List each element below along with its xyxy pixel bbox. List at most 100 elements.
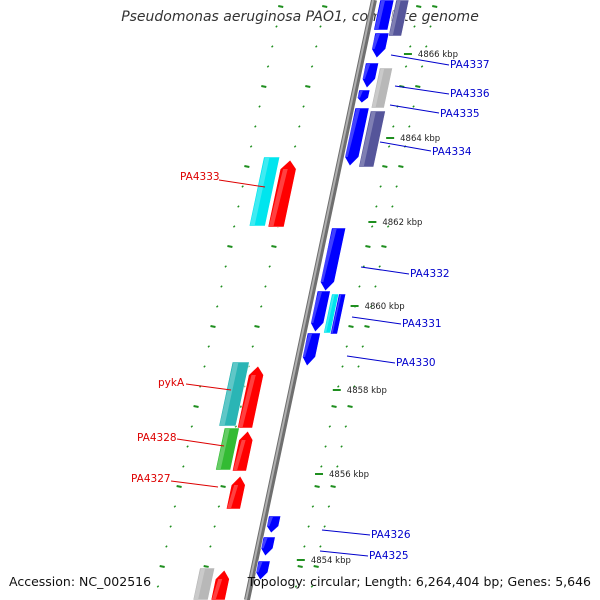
tick-dot-right xyxy=(324,445,327,448)
tick-dot-right-outer xyxy=(319,545,322,548)
tick-dot-left-inner xyxy=(203,565,209,568)
gene-pa4333-red[interactable] xyxy=(267,159,297,228)
tick-dot-right xyxy=(387,145,391,148)
gene-pa4337[interactable] xyxy=(370,32,390,59)
gene-label-right[interactable]: PA4335 xyxy=(389,104,480,120)
svg-text:PA4337: PA4337 xyxy=(450,59,490,71)
tick-dot-left xyxy=(165,545,168,548)
tick-dot-right-outer xyxy=(361,345,364,348)
tick-dot-left-inner xyxy=(322,5,328,8)
tick-dot-right-outer xyxy=(353,385,356,388)
gene-pyka-teal[interactable] xyxy=(218,361,250,427)
svg-text:PA4336: PA4336 xyxy=(450,88,490,100)
backbone xyxy=(244,0,377,600)
backbone-highlight xyxy=(245,0,374,600)
gene-top-purple[interactable] xyxy=(388,0,410,37)
gene-label-left[interactable]: PA4328 xyxy=(137,432,225,447)
tick-dot-right xyxy=(382,165,388,168)
scale-tick-label: 4854 kbp xyxy=(311,556,351,566)
svg-text:PA4335: PA4335 xyxy=(440,108,480,120)
gene-label-right[interactable]: PA4326 xyxy=(321,529,411,541)
gene-label-right[interactable]: PA4325 xyxy=(319,550,409,562)
gene-label-left[interactable]: PA4327 xyxy=(131,473,219,488)
gene-pa4331-blue-2[interactable] xyxy=(329,293,347,335)
tick-dot-left xyxy=(275,25,278,28)
gene-label-right[interactable]: PA4330 xyxy=(346,355,436,369)
gene-pa4328-green[interactable] xyxy=(215,427,240,471)
tick-dot-right-outer xyxy=(344,425,348,428)
tick-dot-right-outer xyxy=(425,45,428,48)
tick-dot-right xyxy=(297,565,303,568)
tick-dot-right xyxy=(311,505,315,508)
gene-bottom-grey[interactable] xyxy=(192,567,216,600)
gene-pa4333-cyan[interactable] xyxy=(248,156,281,227)
tick-dot-right xyxy=(307,525,310,528)
tick-dot-right-outer xyxy=(429,25,432,28)
gene-bottom-blue[interactable] xyxy=(255,560,271,581)
svg-text:pykA: pykA xyxy=(158,377,185,389)
tick-dot-right xyxy=(294,585,298,588)
gene-top-blue-1[interactable] xyxy=(373,0,395,31)
scale-tick-label: 4860 kbp xyxy=(365,302,405,312)
tick-dot-left xyxy=(193,405,199,408)
tick-dot-left-inner xyxy=(209,545,212,548)
tick-dot-left-inner xyxy=(260,305,263,308)
gene-pa4334-blue[interactable] xyxy=(343,107,370,167)
tick-dot-right-outer xyxy=(370,305,373,308)
gene-pa4332[interactable] xyxy=(319,227,347,292)
svg-text:PA4328: PA4328 xyxy=(137,432,177,444)
scale-tick-label: 4858 kbp xyxy=(347,386,387,396)
tick-dot-left-inner xyxy=(271,245,277,248)
tick-dot-left-inner xyxy=(319,25,322,28)
gene-pa4330[interactable] xyxy=(301,332,321,367)
gene-label-left[interactable]: pykA xyxy=(158,377,232,391)
gene-pa4335[interactable] xyxy=(356,89,371,104)
tick-dot-left-inner xyxy=(268,265,271,268)
gene-bottom-red[interactable] xyxy=(210,569,230,600)
tick-dot-left xyxy=(232,225,236,228)
tick-dot-right-outer xyxy=(310,585,314,588)
svg-text:PA4334: PA4334 xyxy=(432,146,472,158)
tick-dot-right xyxy=(413,25,416,28)
tick-dot-left xyxy=(207,345,210,348)
gene-label-left[interactable]: PA4333 xyxy=(180,171,266,188)
tick-dot-right-outer xyxy=(408,125,411,128)
tick-dot-right xyxy=(341,365,344,368)
scale-tick-label: 4856 kbp xyxy=(329,470,369,480)
tick-dot-right-outer xyxy=(330,485,336,488)
tick-dot-left xyxy=(169,525,172,528)
tick-dot-right xyxy=(320,465,323,468)
tick-dot-left-inner xyxy=(305,85,311,88)
tick-dot-left xyxy=(241,185,244,188)
tick-dot-left xyxy=(237,205,240,208)
gene-pa4327-red[interactable] xyxy=(225,475,246,510)
tick-dot-left xyxy=(278,5,284,8)
gene-pa4328-red[interactable] xyxy=(231,430,254,472)
tick-dot-left xyxy=(186,445,189,448)
gene-label-right[interactable]: PA4337 xyxy=(390,54,490,71)
tick-dot-left xyxy=(227,245,233,248)
gene-label-right[interactable]: PA4332 xyxy=(360,266,450,280)
gene-label-right[interactable]: PA4336 xyxy=(394,85,490,100)
gene-pa4326-a[interactable] xyxy=(266,515,282,534)
gene-pa4336-grey[interactable] xyxy=(370,67,393,109)
gene-pa4331-blue[interactable] xyxy=(309,290,331,333)
gene-pa4334-purple[interactable] xyxy=(358,110,386,168)
tick-dot-right xyxy=(358,285,361,288)
tick-dot-left-inner xyxy=(213,525,216,528)
tick-dot-left-inner xyxy=(302,105,305,108)
tick-dot-right xyxy=(348,325,354,328)
svg-text:PA4333: PA4333 xyxy=(180,171,220,183)
tick-dot-right xyxy=(375,205,378,208)
accession-text: Accession: NC_002516 xyxy=(9,574,152,589)
gene-pa4325[interactable] xyxy=(260,536,276,557)
gene-pa4336-blue[interactable] xyxy=(361,62,380,89)
scale-tick-label: 4866 kbp xyxy=(418,50,458,60)
tick-dot-right xyxy=(416,5,422,8)
gene-label-right[interactable]: PA4334 xyxy=(379,141,472,158)
tick-dot-left xyxy=(266,65,270,68)
tick-dot-right xyxy=(331,405,337,408)
gene-label-right[interactable]: PA4331 xyxy=(351,316,442,330)
gene-pyka-red[interactable] xyxy=(237,365,264,429)
